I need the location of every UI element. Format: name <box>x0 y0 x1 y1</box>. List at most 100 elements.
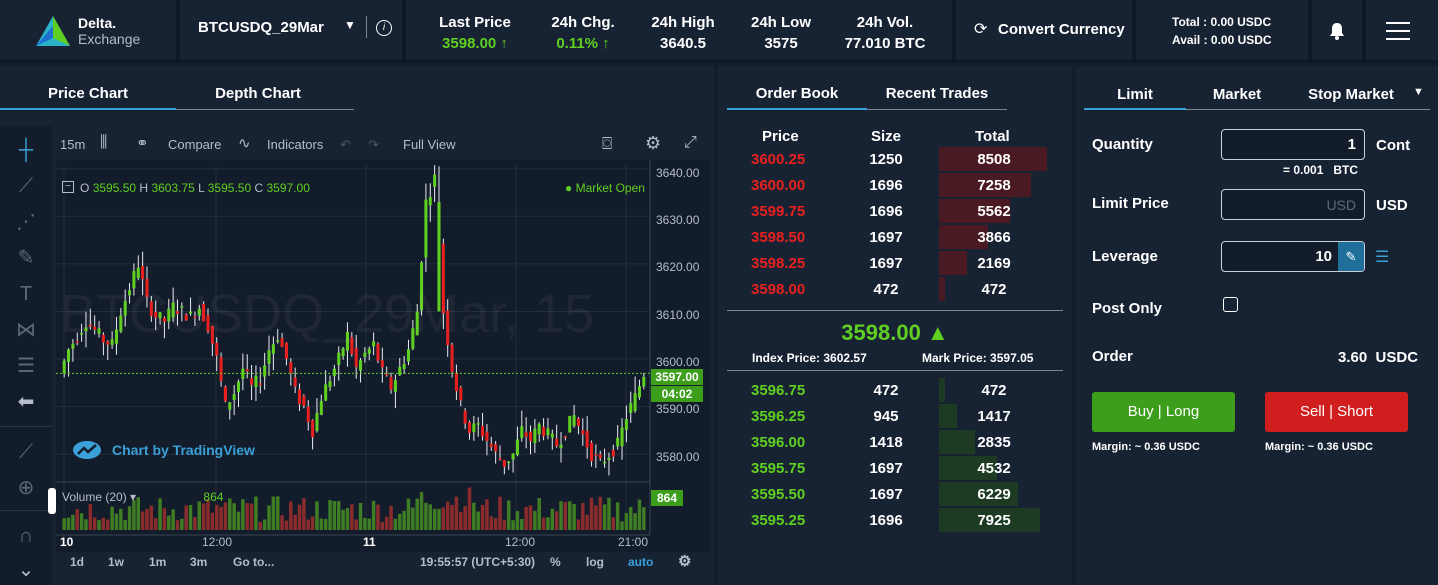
candle-body <box>611 449 615 457</box>
camera-icon[interactable]: ⌼ <box>602 134 613 153</box>
ask-row[interactable]: 3598.25 1697 2169 <box>718 251 1048 277</box>
brush-icon[interactable]: ✎ <box>17 247 35 269</box>
leverage-input[interactable]: 10 ✎ <box>1221 241 1365 272</box>
volume-bar <box>615 502 620 530</box>
candle-body <box>585 430 589 448</box>
indicators-icon[interactable]: ∿ <box>238 135 251 152</box>
percent-toggle[interactable]: % <box>550 555 561 569</box>
volume-bar <box>297 504 302 530</box>
auto-toggle[interactable]: auto <box>628 555 654 569</box>
caret-down-icon[interactable]: ▼ <box>344 18 356 32</box>
ruler-icon[interactable]: ⟋ <box>19 441 33 463</box>
quantity-input[interactable]: 1 <box>1221 129 1365 160</box>
zoom-in-icon[interactable]: ⊕ <box>17 477 35 499</box>
volume-bar <box>498 496 502 530</box>
price-chart-canvas[interactable] <box>56 160 710 552</box>
undo-icon[interactable]: ↶ <box>340 137 351 152</box>
logo-text-2: Exchange <box>78 31 141 47</box>
bid-row[interactable]: 3596.25 945 1417 <box>718 404 1048 430</box>
buy-long-button[interactable]: Buy | Long <box>1092 392 1235 432</box>
volume-bar <box>284 520 289 530</box>
mark-price: Mark Price: 3597.05 <box>922 351 1033 365</box>
magnet-icon[interactable]: ∩ <box>18 525 34 547</box>
volume-bar <box>415 498 419 530</box>
compare-icon[interactable]: ⚭ <box>136 135 149 152</box>
bid-row[interactable]: 3596.75 472 472 <box>718 378 1048 404</box>
tab-recent-trades[interactable]: Recent Trades <box>885 85 989 102</box>
volume-bar <box>476 511 480 530</box>
log-toggle[interactable]: log <box>586 555 604 569</box>
volume-bar <box>236 511 241 530</box>
text-tool-icon[interactable]: T <box>19 283 33 305</box>
sliders-icon[interactable]: ☰ <box>1375 249 1390 266</box>
convert-currency-button[interactable]: ⟳ Convert Currency <box>956 0 1132 60</box>
chevron-down-icon[interactable]: ⌄ <box>17 559 35 581</box>
limit-price-input[interactable]: USD <box>1221 189 1365 220</box>
market-open-status: ● Market Open <box>565 181 645 195</box>
ask-row[interactable]: 3600.00 1696 7258 <box>718 173 1048 199</box>
tab-market[interactable]: Market <box>1212 86 1262 103</box>
candle-body <box>511 453 515 460</box>
candle-body <box>167 308 171 322</box>
candle-body <box>459 387 463 401</box>
caret-down-icon[interactable]: ▼ <box>1413 86 1424 98</box>
notifications-button[interactable] <box>1312 0 1362 60</box>
market-stats <box>406 0 952 60</box>
gear-icon[interactable]: ⚙ <box>645 133 662 153</box>
bid-row[interactable]: 3595.25 1696 7925 <box>718 508 1048 534</box>
bid-row[interactable]: 3596.00 1418 2835 <box>718 430 1048 456</box>
tab-divider <box>1084 109 1430 110</box>
edit-pencil-icon[interactable]: ✎ <box>1338 242 1364 271</box>
sell-short-button[interactable]: Sell | Short <box>1265 392 1408 432</box>
tab-order-book[interactable]: Order Book <box>755 85 839 102</box>
go-to-button[interactable]: Go to... <box>233 555 275 569</box>
tab-limit[interactable]: Limit <box>1117 86 1153 103</box>
symbol-selector[interactable]: BTCUSDQ_29Mar ▼ i <box>180 0 402 60</box>
interval-selector[interactable]: 15m <box>60 137 86 152</box>
menu-button[interactable] <box>1366 0 1438 60</box>
volume-bar <box>358 502 363 530</box>
tradingview-link[interactable]: Chart by TradingView <box>112 442 255 458</box>
range-1d[interactable]: 1d <box>70 555 85 569</box>
ask-row[interactable]: 3598.00 472 472 <box>718 277 1048 303</box>
candle-body <box>171 302 175 318</box>
gear-icon[interactable]: ⚙ <box>678 553 692 570</box>
candle-body <box>398 366 402 376</box>
crosshair-icon[interactable]: ┼ <box>18 139 34 161</box>
candle-body <box>485 431 489 441</box>
tab-price-chart[interactable]: Price Chart <box>47 85 129 102</box>
candle-body <box>206 315 210 332</box>
redo-icon[interactable]: ↷ <box>368 137 379 152</box>
quantity-value: 1 <box>1347 136 1356 153</box>
pitchfork-icon[interactable]: ⋰ <box>16 211 36 233</box>
tab-stop-market[interactable]: Stop Market <box>1308 86 1394 103</box>
candle-body <box>345 332 349 351</box>
range-3m[interactable]: 3m <box>190 555 208 569</box>
index-price-label: Index Price: <box>752 351 821 365</box>
fullscreen-icon[interactable]: ⤢ <box>684 134 697 151</box>
full-view-button[interactable]: Full View <box>403 137 456 152</box>
range-1w[interactable]: 1w <box>108 555 125 569</box>
ask-row[interactable]: 3600.25 1250 8508 <box>718 147 1048 173</box>
indicators-button[interactable]: Indicators <box>267 137 324 152</box>
ask-row[interactable]: 3598.50 1697 3866 <box>718 225 1048 251</box>
arrow-left-icon[interactable]: ⬅ <box>17 391 35 413</box>
bid-row[interactable]: 3595.75 1697 4532 <box>718 456 1048 482</box>
forecast-icon[interactable]: ☰ <box>17 355 35 377</box>
tab-depth-chart[interactable]: Depth Chart <box>215 85 301 102</box>
trend-line-icon[interactable]: ⟋ <box>19 175 33 197</box>
candle-type-icon[interactable]: ⫼ <box>100 134 108 151</box>
ask-row[interactable]: 3599.75 1696 5562 <box>718 199 1048 225</box>
post-only-checkbox[interactable] <box>1223 297 1238 312</box>
compare-button[interactable]: Compare <box>168 137 222 152</box>
ohlc-value: 3595.50 <box>207 181 252 195</box>
bid-row[interactable]: 3595.50 1697 6229 <box>718 482 1048 508</box>
collapse-legend-icon[interactable]: − <box>62 181 74 193</box>
candle-body <box>642 376 646 387</box>
divider <box>366 16 367 38</box>
info-icon[interactable]: i <box>376 20 392 36</box>
range-1m[interactable]: 1m <box>149 555 167 569</box>
toolbar-collapse-handle[interactable] <box>48 488 56 514</box>
pattern-icon[interactable]: ⋈ <box>16 319 36 341</box>
volume-bar <box>167 515 171 530</box>
